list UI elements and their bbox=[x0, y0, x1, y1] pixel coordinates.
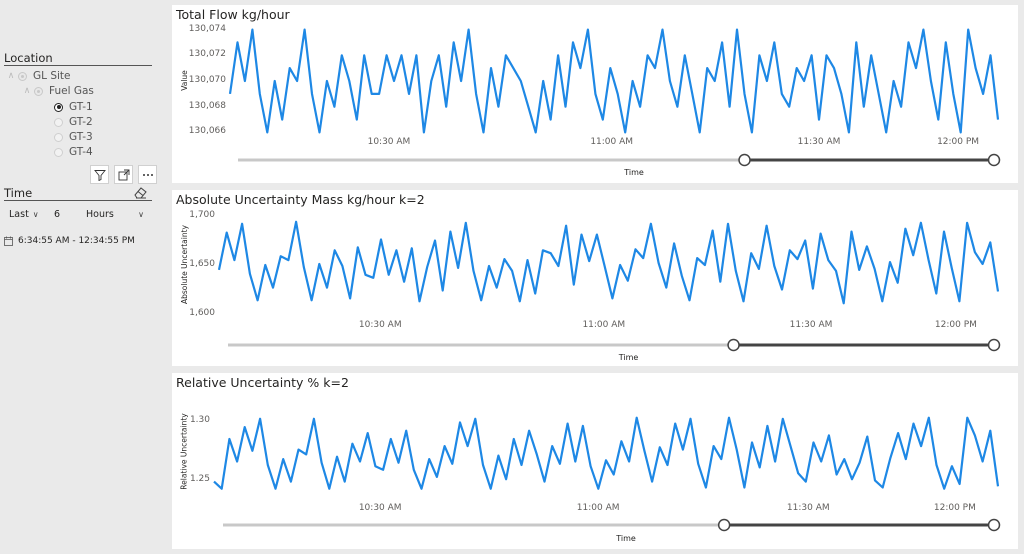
focus-mode-button[interactable] bbox=[114, 165, 133, 184]
x-tick-label: 11:00 AM bbox=[582, 320, 626, 330]
y-tick-label: 130,074 bbox=[188, 23, 226, 34]
radio-icon[interactable] bbox=[54, 147, 63, 157]
series-line[interactable] bbox=[213, 416, 1000, 490]
y-tick-label: 130,068 bbox=[188, 100, 226, 111]
y-tick-label: 1.30 bbox=[189, 415, 210, 426]
tree-item-label: GT-3 bbox=[69, 131, 93, 143]
x-tick-label: 10:30 AM bbox=[358, 320, 402, 330]
x-tick-label: 11:30 AM bbox=[789, 320, 833, 330]
chart-total-flow[interactable]: Total Flow kg/hour Value 130,074 130,072 13… bbox=[172, 5, 1018, 183]
series-line[interactable] bbox=[217, 220, 1000, 305]
relative-unit-value: Hours bbox=[86, 209, 114, 220]
relative-anchor-dropdown[interactable]: Last ∨ bbox=[9, 209, 39, 220]
more-options-icon bbox=[142, 173, 153, 176]
radio-icon[interactable] bbox=[54, 132, 63, 142]
chart-title: Absolute Uncertainty Mass kg/hour k=2 bbox=[176, 192, 425, 207]
chart-title: Relative Uncertainty % k=2 bbox=[176, 375, 349, 390]
y-tick-label: 130,066 bbox=[188, 126, 226, 137]
date-range-display: 6:34:55 AM - 12:34:55 PM bbox=[4, 236, 135, 246]
zoom-slider-end-handle[interactable] bbox=[987, 338, 1001, 352]
chevron-down-icon: ∨ bbox=[138, 210, 144, 219]
relative-amount-value: 6 bbox=[54, 209, 61, 220]
chart-relative-uncertainty[interactable]: Relative Uncertainty % k=2 Relative Unce… bbox=[172, 373, 1018, 549]
time-slicer-title: Time bbox=[4, 186, 33, 200]
y-tick-label: 1,700 bbox=[189, 209, 215, 220]
radio-icon[interactable] bbox=[18, 71, 27, 81]
tree-item-label: GL Site bbox=[33, 70, 71, 82]
x-axis-title: Time bbox=[624, 168, 644, 177]
x-tick-label: 11:30 AM bbox=[786, 503, 830, 513]
x-tick-label: 12:00 PM bbox=[934, 320, 977, 330]
chart-title: Total Flow kg/hour bbox=[176, 7, 290, 22]
y-tick-label: 1,600 bbox=[189, 308, 215, 319]
radio-icon[interactable] bbox=[54, 117, 63, 127]
tree-item-gt-2[interactable]: GT-2 bbox=[54, 116, 93, 128]
tree-item-label: Fuel Gas bbox=[49, 85, 94, 97]
y-tick-label: 130,072 bbox=[188, 49, 226, 60]
chevron-down-icon: ∨ bbox=[32, 210, 39, 219]
eraser-icon[interactable] bbox=[133, 186, 148, 199]
filter-icon bbox=[93, 169, 106, 181]
calendar-icon bbox=[4, 236, 13, 246]
collapse-chevron-icon[interactable]: ∧ bbox=[23, 86, 31, 96]
x-tick-label: 12:00 PM bbox=[937, 137, 980, 147]
zoom-slider-start-handle[interactable] bbox=[738, 153, 751, 167]
time-slicer-divider bbox=[4, 200, 152, 201]
x-tick-label: 10:30 AM bbox=[367, 137, 411, 147]
y-tick-label: 1.25 bbox=[189, 474, 210, 485]
x-axis-title: Time bbox=[616, 534, 636, 543]
x-tick-label: 11:30 AM bbox=[797, 137, 841, 147]
zoom-slider-end-handle[interactable] bbox=[987, 518, 1001, 532]
tree-item-gl-site[interactable]: ∧ GL Site bbox=[4, 70, 71, 82]
tree-item-label: GT-4 bbox=[69, 146, 93, 158]
radio-icon[interactable] bbox=[34, 86, 43, 96]
x-axis-title: Time bbox=[618, 353, 639, 362]
collapse-chevron-icon[interactable]: ∧ bbox=[7, 71, 15, 81]
relative-amount-input[interactable]: 6 bbox=[54, 209, 60, 220]
x-tick-label: 11:00 AM bbox=[576, 503, 620, 513]
chart-absolute-uncertainty[interactable]: Absolute Uncertainty Mass kg/hour k=2 Ab… bbox=[172, 190, 1018, 366]
series-line[interactable] bbox=[228, 28, 1000, 134]
date-range-text: 6:34:55 AM - 12:34:55 PM bbox=[18, 236, 135, 246]
chart-svg[interactable] bbox=[172, 373, 1018, 549]
tree-item-label: GT-2 bbox=[69, 116, 93, 128]
more-options-button[interactable] bbox=[138, 165, 157, 184]
zoom-slider-start-handle[interactable] bbox=[727, 338, 740, 352]
x-tick-label: 10:30 AM bbox=[358, 503, 402, 513]
relative-unit-dropdown[interactable]: Hours ∨ bbox=[86, 209, 144, 220]
x-tick-label: 12:00 PM bbox=[933, 503, 976, 513]
y-axis-title: Value bbox=[179, 70, 189, 91]
location-slicer-divider bbox=[4, 65, 152, 66]
slicer-pane: Location ∧ GL Site ∧ Fuel Gas GT-1 GT-2 … bbox=[0, 0, 160, 554]
tree-item-gt-1[interactable]: GT-1 bbox=[54, 101, 93, 113]
y-tick-label: 1,650 bbox=[189, 259, 215, 269]
zoom-slider-end-handle[interactable] bbox=[987, 153, 1001, 167]
y-tick-label: 130,070 bbox=[188, 75, 226, 85]
chart-svg[interactable] bbox=[172, 190, 1018, 366]
tree-item-label: GT-1 bbox=[69, 101, 93, 113]
zoom-slider-start-handle[interactable] bbox=[717, 518, 731, 532]
focus-mode-icon bbox=[118, 169, 129, 180]
relative-anchor-value: Last bbox=[9, 209, 29, 220]
tree-item-gt-4[interactable]: GT-4 bbox=[54, 146, 93, 158]
tree-item-gt-3[interactable]: GT-3 bbox=[54, 131, 93, 143]
radio-selected-icon[interactable] bbox=[54, 102, 63, 112]
location-slicer-title: Location bbox=[4, 51, 53, 65]
filter-button[interactable] bbox=[90, 165, 109, 184]
tree-item-fuel-gas[interactable]: ∧ Fuel Gas bbox=[20, 85, 94, 97]
x-tick-label: 11:00 AM bbox=[590, 137, 634, 147]
chart-svg[interactable] bbox=[172, 5, 1018, 183]
